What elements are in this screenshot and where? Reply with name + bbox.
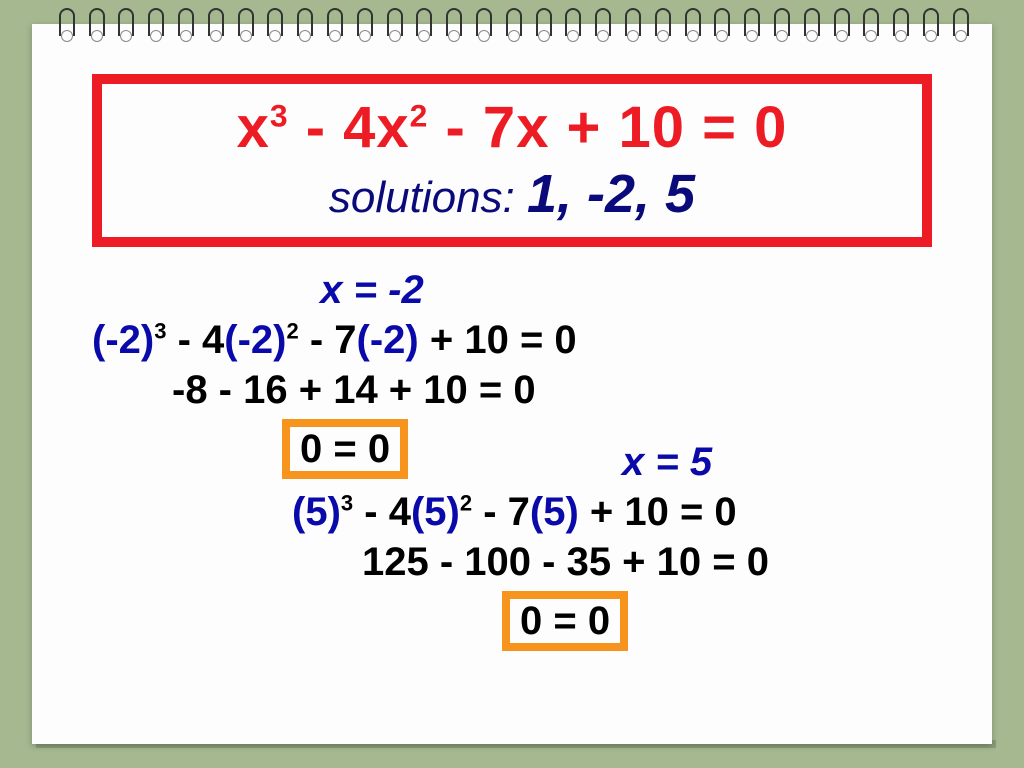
page-shadow [36, 740, 996, 748]
check1-substitution: (-2)3 - 4(-2)2 - 7(-2) + 10 = 0 [62, 315, 962, 365]
problem-box: x3 - 4x2 - 7x + 10 = 0 solutions: 1, -2,… [92, 74, 932, 247]
solutions-line: solutions: 1, -2, 5 [120, 163, 904, 225]
eq-sq: 2 [410, 98, 429, 134]
eq-cube: 3 [270, 98, 289, 134]
eq-x: x [237, 95, 270, 160]
solutions-values: 1, -2, 5 [527, 164, 695, 224]
eq-t1: - 4x [289, 95, 410, 160]
cubic-equation: x3 - 4x2 - 7x + 10 = 0 [120, 94, 904, 161]
x-equals-neg2: x = -2 [320, 268, 423, 312]
x-equals-5: x = 5 [622, 440, 712, 484]
check2-substitution: (5)3 - 4(5)2 - 7(5) + 10 = 0 [62, 487, 962, 537]
check2-result-box: 0 = 0 [502, 591, 628, 651]
verification-block-2: x = 5 (5)3 - 4(5)2 - 7(5) + 10 = 0 125 -… [62, 437, 962, 651]
notepad-page: x3 - 4x2 - 7x + 10 = 0 solutions: 1, -2,… [32, 24, 992, 744]
check2-simplified: 125 - 100 - 35 + 10 = 0 [62, 537, 962, 587]
content-area: x3 - 4x2 - 7x + 10 = 0 solutions: 1, -2,… [32, 24, 992, 719]
eq-rest: - 7x + 10 = 0 [428, 95, 787, 160]
spiral-binding [32, 8, 992, 48]
solutions-label: solutions: [329, 173, 527, 222]
check1-simplified: -8 - 16 + 14 + 10 = 0 [62, 365, 962, 415]
